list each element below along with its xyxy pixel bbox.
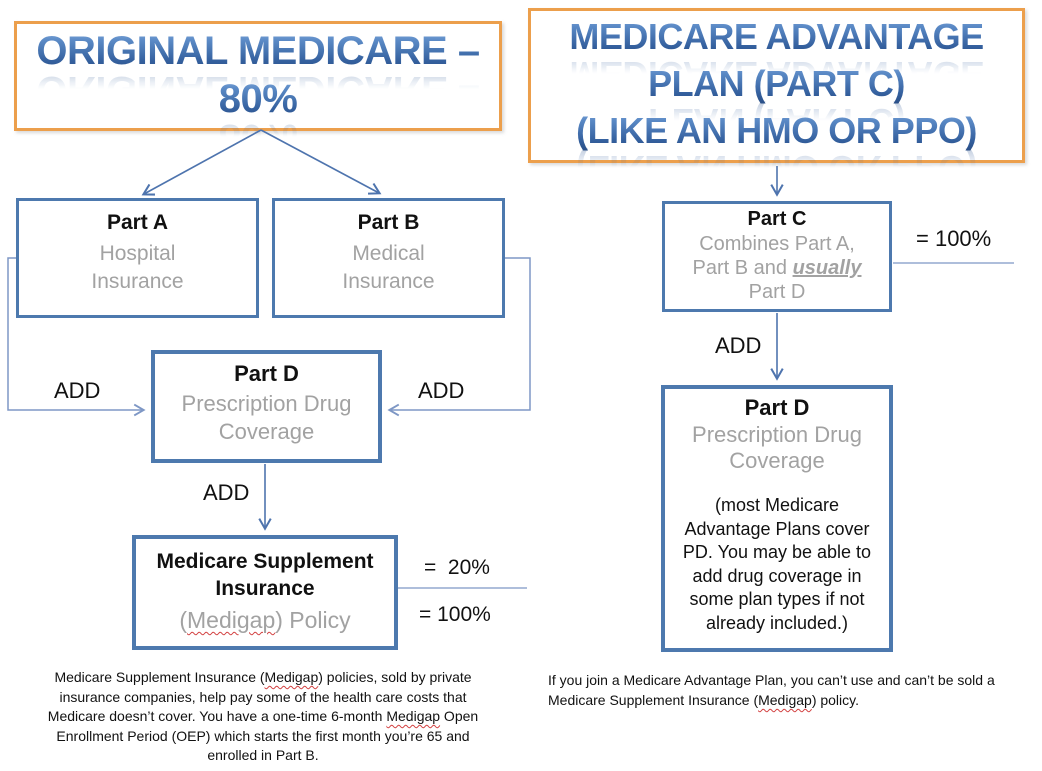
original-medicare-title-box: ORIGINAL MEDICARE – 80% [14, 21, 502, 131]
add-label-right-column: ADD [715, 333, 762, 358]
part-a-heading: Part A [106, 211, 169, 234]
medicare-advantage-footnote: If you join a Medicare Advantage Plan, y… [548, 672, 995, 708]
part-d-box-left: Part D Prescription Drug Coverage [151, 350, 382, 463]
medigap-footnote: Medicare Supplement Insurance (Medigap) … [47, 669, 479, 763]
part-c-box: Part C Combines Part A, Part B and usual… [662, 201, 892, 312]
part-c-heading: Part C [747, 208, 807, 230]
equals-20-percent-label: = 20% [424, 556, 490, 579]
equals-100-percent-label-right: = 100% [916, 226, 992, 251]
medicare-supplement-heading: Medicare Supplement Insurance [156, 550, 374, 600]
part-b-box: Part B Medical Insurance [272, 198, 505, 318]
part-a-subtitle: Hospital Insurance [91, 242, 184, 293]
medicare-advantage-title-box: MEDICARE ADVANTAGE PLAN (PART C) (LIKE A… [528, 8, 1025, 163]
part-d-right-note: (most Medicare Advantage Plans cover PD.… [682, 495, 872, 633]
title-line: 80% [218, 77, 298, 121]
arrow-title-to-part-a [141, 129, 262, 196]
part-d-subtitle: Prescription Drug Coverage [181, 391, 352, 444]
add-label-left: ADD [54, 378, 101, 403]
medigap-policy-line: (Medigap) Policy [179, 607, 351, 633]
part-d-right-subtitle: Prescription Drug Coverage [692, 422, 862, 473]
part-c-line2: Part B and usually [692, 257, 862, 279]
part-a-box: Part A Hospital Insurance [16, 198, 259, 318]
title-line: PLAN (PART C) [648, 60, 905, 107]
part-c-line1: Combines Part A, [699, 233, 855, 255]
part-d-box-right: Part D Prescription Drug Coverage (most … [661, 385, 893, 652]
part-c-line3: Part D [748, 281, 806, 303]
equals-100-percent-label-left: = 100% [419, 603, 491, 626]
add-label-right: ADD [418, 378, 465, 403]
add-label-bottom: ADD [203, 480, 250, 505]
title-line: MEDICARE ADVANTAGE [569, 13, 984, 60]
part-d-right-heading: Part D [744, 395, 810, 420]
title-line: (LIKE AN HMO OR PPO) [576, 107, 977, 154]
title-line: ORIGINAL MEDICARE – [36, 29, 480, 73]
part-d-heading: Part D [234, 361, 299, 386]
medicare-supplement-box: Medicare Supplement Insurance (Medigap) … [132, 535, 398, 650]
part-b-heading: Part B [357, 211, 420, 234]
arrow-title-to-part-b [260, 129, 382, 195]
part-b-subtitle: Medical Insurance [342, 242, 435, 293]
